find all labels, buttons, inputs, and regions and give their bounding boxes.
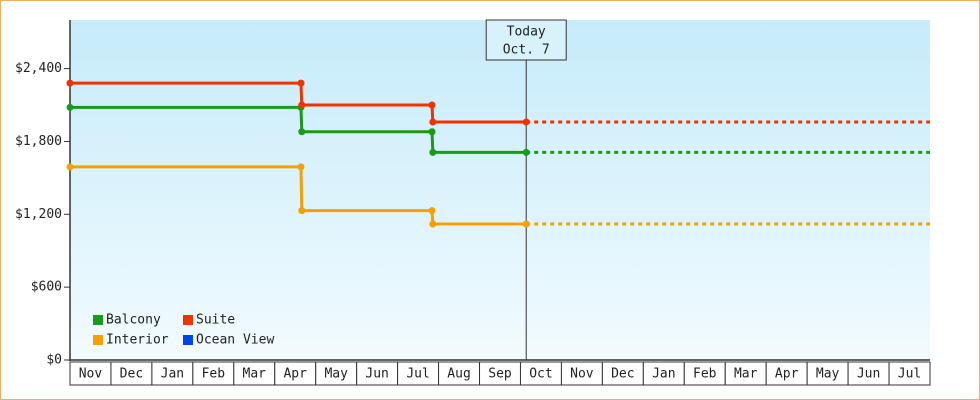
price-line <box>70 105 527 154</box>
x-tick-label: Jul <box>406 367 429 382</box>
x-tick-label: Dec <box>120 367 143 382</box>
price-line <box>70 81 527 124</box>
y-tick-label: $2,400 <box>15 61 62 76</box>
legend-swatch <box>183 315 193 325</box>
price-line <box>70 165 527 226</box>
plot-area <box>70 20 930 360</box>
legend-label: Interior <box>106 333 169 348</box>
x-tick-label: Jun <box>857 367 880 382</box>
legend-label: Balcony <box>106 313 161 328</box>
legend-label: Suite <box>196 313 235 328</box>
x-tick-label: Dec <box>611 367 634 382</box>
price-point <box>429 220 437 228</box>
x-tick-label: Nov <box>570 367 594 382</box>
x-tick-label: Jan <box>652 367 675 382</box>
legend-label: Ocean View <box>196 333 274 348</box>
y-tick-label: $1,800 <box>15 134 62 149</box>
today-label: Today <box>507 25 546 40</box>
price-point <box>298 128 306 136</box>
x-tick-label: Feb <box>693 367 717 382</box>
today-label: Oct. 7 <box>503 43 550 58</box>
x-tick-label: Jun <box>365 367 388 382</box>
x-tick-label: Nov <box>79 367 103 382</box>
x-tick-label: Jan <box>161 367 184 382</box>
price-point <box>297 79 305 87</box>
y-tick-label: $600 <box>31 280 62 295</box>
price-point <box>428 207 436 215</box>
x-tick-label: Mar <box>243 367 267 382</box>
price-point <box>429 118 437 126</box>
x-tick-label: Apr <box>775 367 799 382</box>
price-point <box>297 163 305 171</box>
price-point <box>66 103 74 111</box>
legend-swatch <box>183 335 193 345</box>
legend-swatch <box>93 335 103 345</box>
price-point <box>66 163 74 171</box>
price-point <box>522 118 530 126</box>
y-tick-label: $0 <box>46 353 62 368</box>
x-tick-label: May <box>324 367 348 382</box>
price-point <box>428 101 436 109</box>
y-tick-label: $1,200 <box>15 207 62 222</box>
x-tick-label: Mar <box>734 367 758 382</box>
price-point <box>522 220 530 228</box>
price-point <box>66 79 74 87</box>
x-tick-label: Aug <box>447 367 470 382</box>
x-tick-label: Jul <box>898 367 921 382</box>
price-point <box>429 148 437 156</box>
x-tick-label: Sep <box>488 367 512 382</box>
x-category-cell <box>888 361 931 386</box>
price-point <box>522 148 530 156</box>
x-tick-label: Apr <box>283 367 307 382</box>
x-tick-label: Feb <box>202 367 226 382</box>
legend-swatch <box>93 315 103 325</box>
price-point <box>298 207 306 215</box>
price-point <box>428 128 436 136</box>
price-point <box>298 101 306 109</box>
today-box <box>485 19 567 61</box>
x-tick-label: May <box>816 367 840 382</box>
x-tick-label: Oct <box>529 367 552 382</box>
